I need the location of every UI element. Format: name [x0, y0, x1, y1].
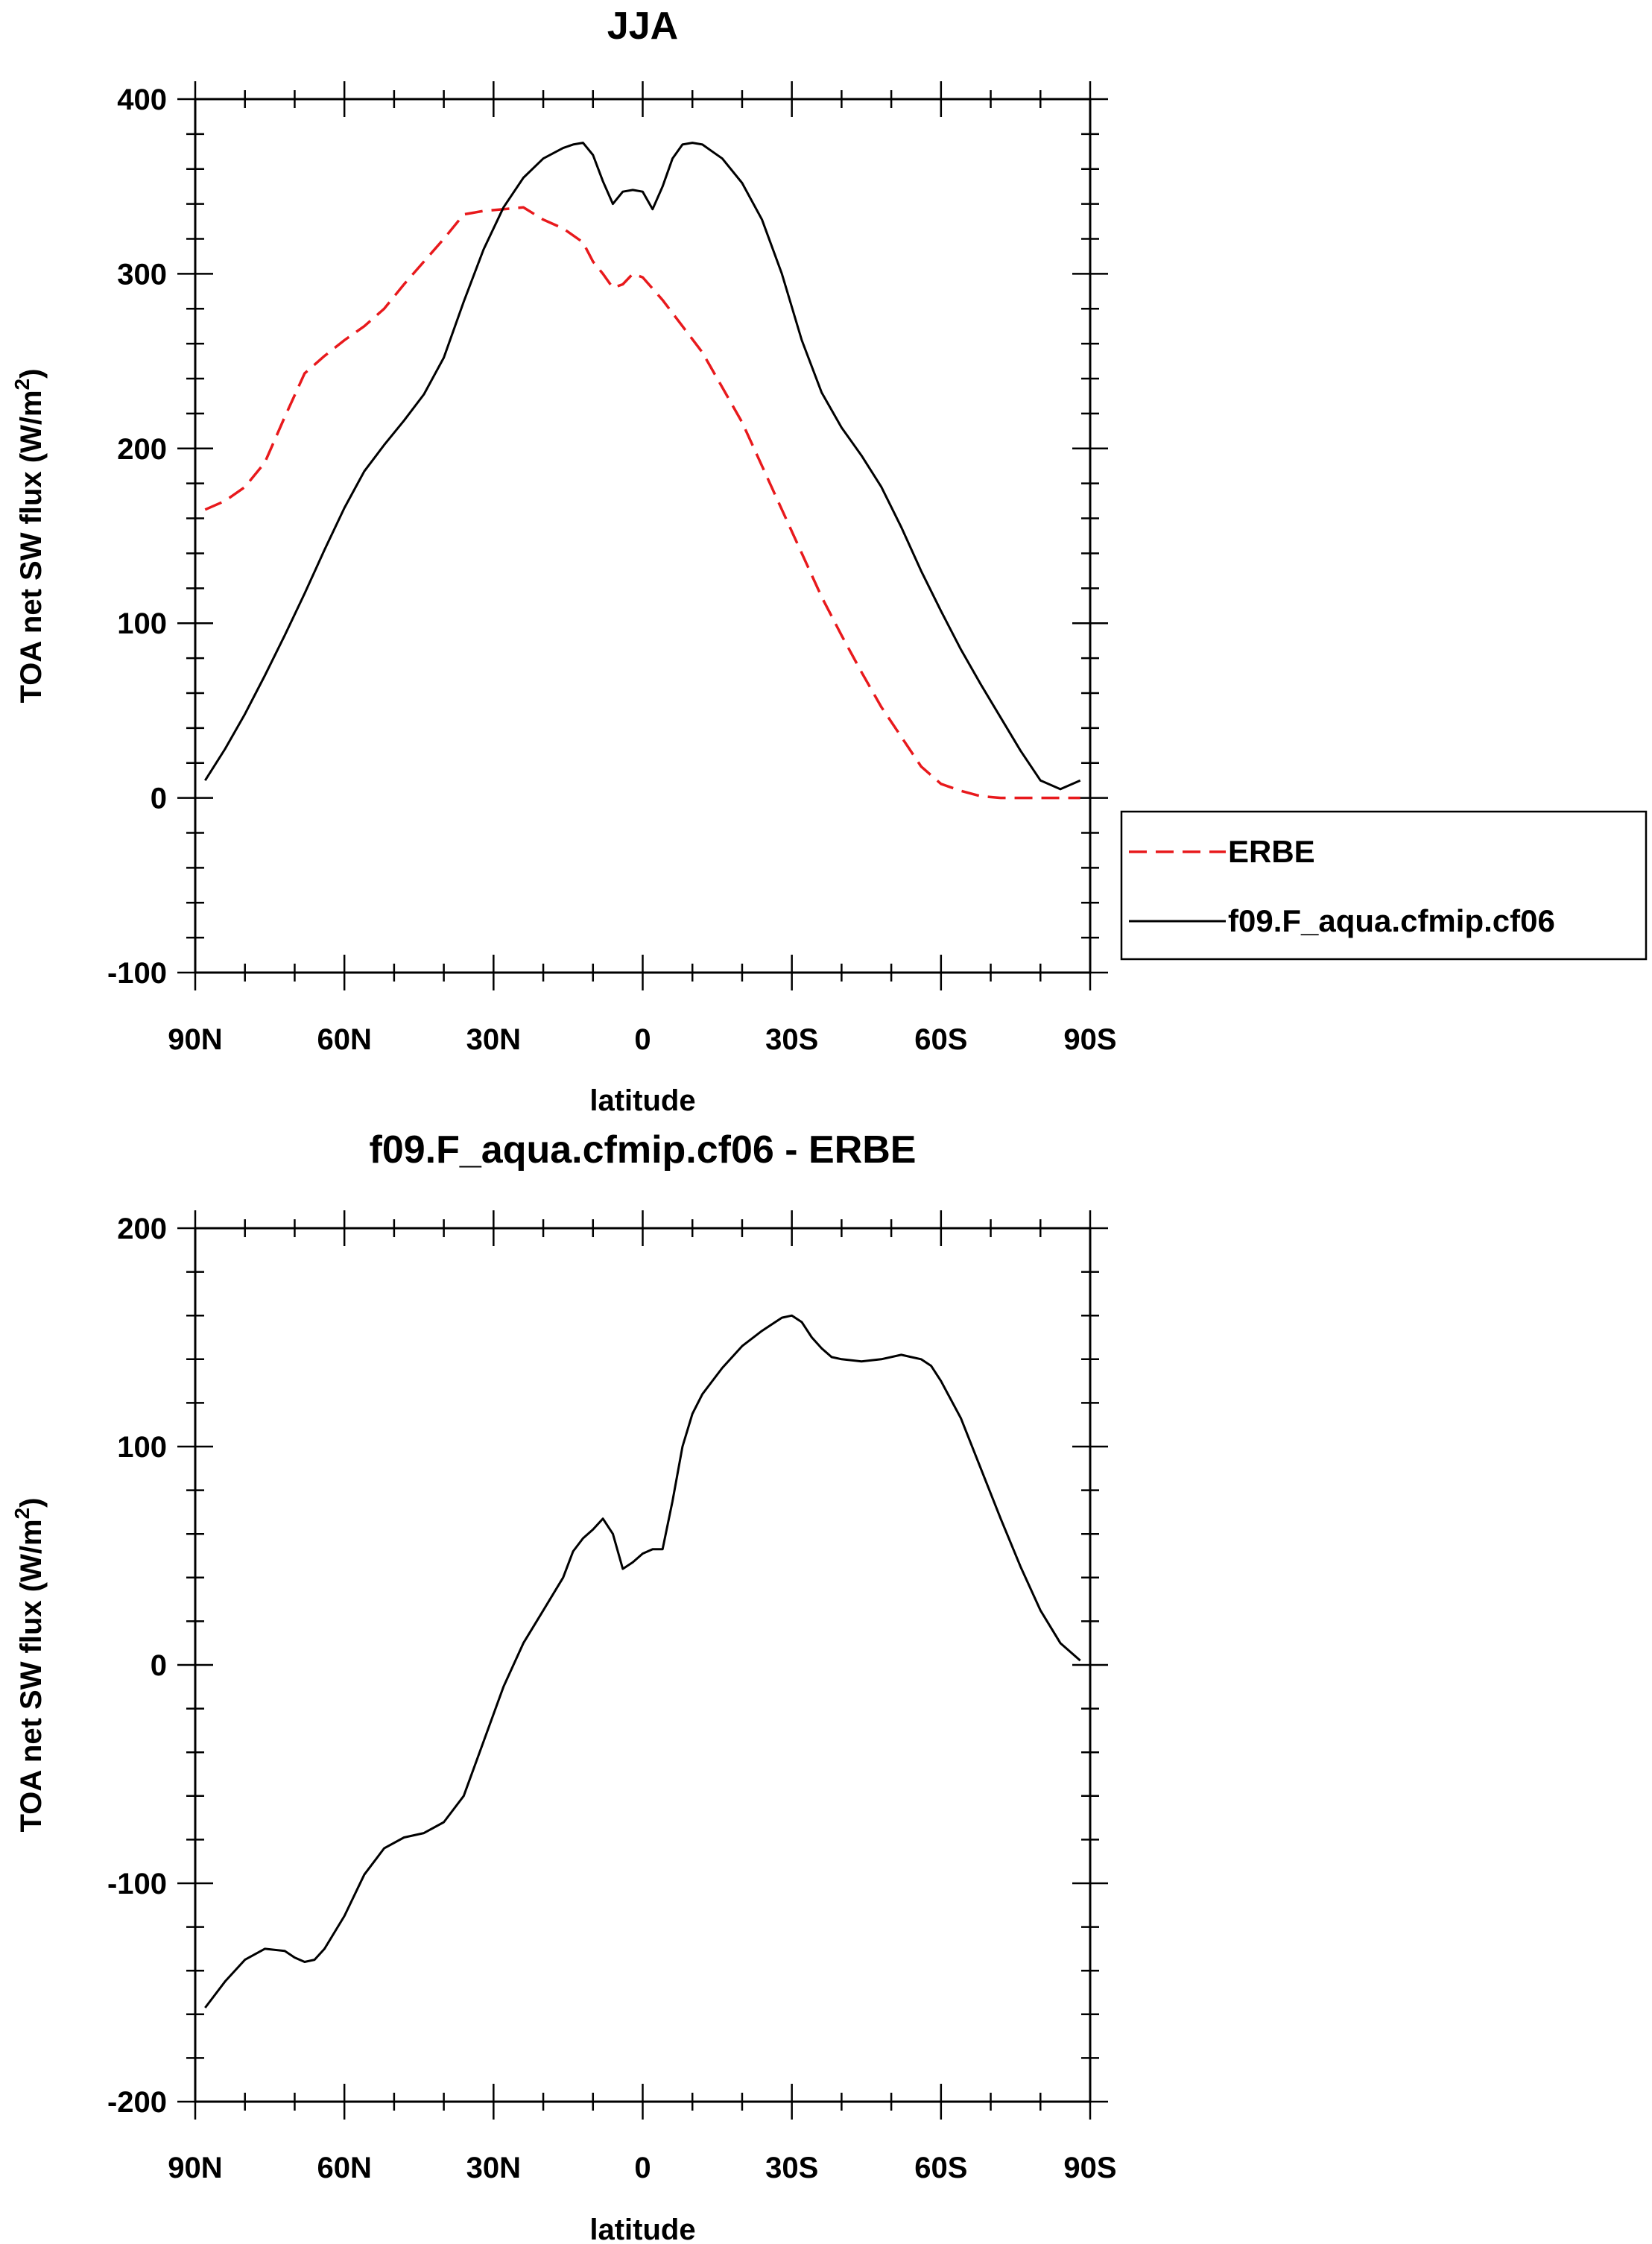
y-tick-label-bottom: 0 — [151, 1649, 167, 1682]
y-tick-label-top: 200 — [117, 433, 167, 466]
y-tick-label-top: 0 — [151, 783, 167, 815]
x-tick-label-top: 60S — [914, 1023, 967, 1056]
y-tick-label-top: 300 — [117, 258, 167, 291]
legend-label-erbe: ERBE — [1228, 834, 1315, 869]
series-line-bottom-f09-f-aqua-cfmip-cf06-erbe — [204, 1314, 1081, 2008]
y-tick-label-bottom: -200 — [107, 2086, 167, 2119]
y-axis-label-main-bottom: TOA net SW flux (W/m — [15, 1519, 48, 1832]
x-tick-label-bottom: 90S — [1063, 2152, 1116, 2184]
y-tick-label-top: 100 — [117, 607, 167, 640]
y-tick-label-top: -100 — [107, 957, 167, 990]
plot-frame-bottom — [194, 1227, 1092, 2103]
y-axis-label-sup-top: 2 — [10, 379, 34, 391]
x-tick-label-bottom: 0 — [634, 2152, 651, 2184]
series-line-top-f09-f-aqua-cfmip-cf06 — [204, 142, 1081, 791]
x-tick-label-bottom: 30S — [765, 2152, 818, 2184]
panel-top-jja: JJA -100 0 100 200 300 400 90N 60N 30N 0 30S 60S 90S l… — [10, 4, 1117, 1117]
x-tick-label-top: 0 — [634, 1023, 651, 1056]
y-tick-label-bottom: 100 — [117, 1431, 167, 1464]
x-tick-label-bottom: 60S — [914, 2152, 967, 2184]
legend: ERBE f09.F_aqua.cfmip.cf06 — [1120, 810, 1648, 961]
x-tick-label-bottom: 30N — [466, 2152, 521, 2184]
y-axis-label-sup-bottom: 2 — [10, 1508, 34, 1520]
chart-title-bottom: f09.F_aqua.cfmip.cf06 - ERBE — [370, 1128, 917, 1172]
y-axis-label-main-top: TOA net SW flux (W/m — [15, 390, 48, 703]
x-tick-label-top: 30S — [765, 1023, 818, 1056]
x-tick-label-top: 90S — [1063, 1023, 1116, 1056]
x-tick-label-bottom: 90N — [168, 2152, 222, 2184]
y-axis-label-bottom: TOA net SW flux (W/m2) — [10, 1498, 48, 1833]
x-tick-label-top: 90N — [168, 1023, 222, 1056]
series-line-top-erbe — [204, 206, 1080, 800]
y-tick-label-bottom: -100 — [107, 1868, 167, 1900]
y-axis-label-end-top: ) — [15, 369, 48, 379]
x-axis-label-bottom: latitude — [589, 2213, 695, 2244]
plot-frame-top — [194, 98, 1092, 974]
y-axis-label-end-bottom: ) — [15, 1498, 48, 1508]
y-axis-label-top: TOA net SW flux (W/m2) — [10, 369, 48, 704]
y-tick-label-bottom: 200 — [117, 1213, 167, 1245]
chart-title-top: JJA — [607, 4, 678, 48]
panel-bottom-difference: f09.F_aqua.cfmip.cf06 - ERBE -200 -100 0 100… — [10, 1128, 1117, 2244]
x-tick-label-top: 60N — [317, 1023, 371, 1056]
legend-label-model: f09.F_aqua.cfmip.cf06 — [1228, 903, 1555, 938]
x-axis-label-top: latitude — [589, 1084, 695, 1117]
x-tick-label-bottom: 60N — [317, 2152, 371, 2184]
legend-box — [1120, 810, 1648, 961]
y-tick-label-top: 400 — [117, 83, 167, 116]
x-tick-label-top: 30N — [466, 1023, 521, 1056]
